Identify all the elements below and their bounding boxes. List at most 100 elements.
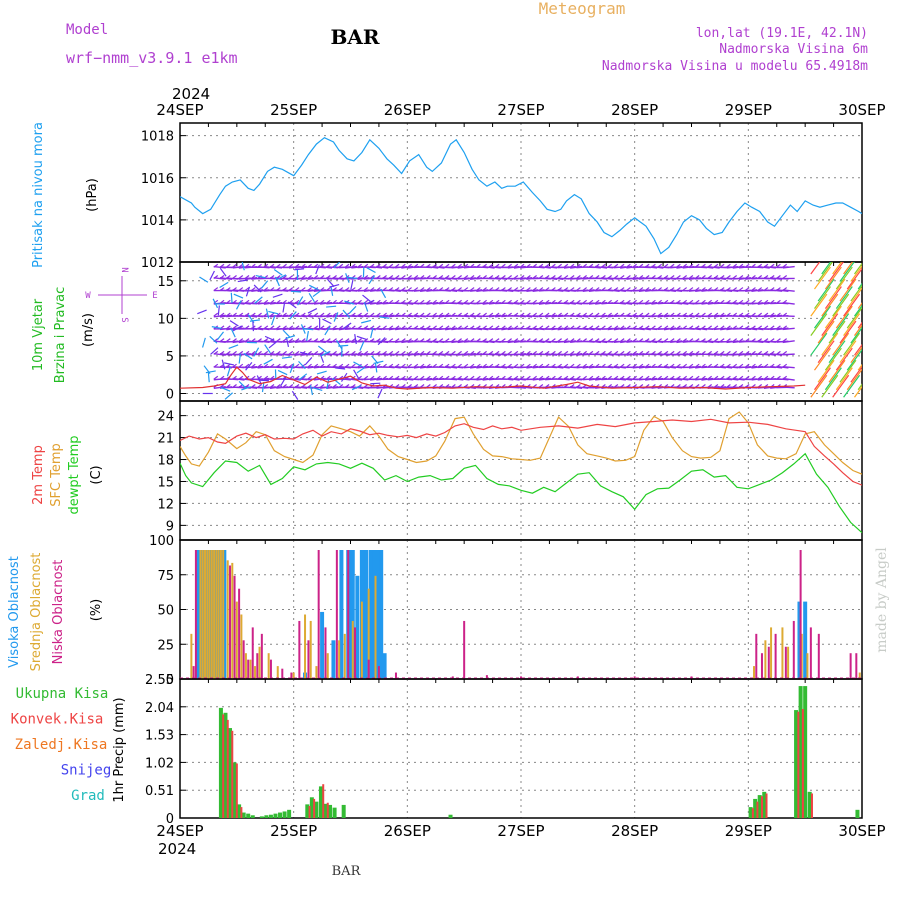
wind-arrow-variable <box>217 332 223 340</box>
low-cloud-bar <box>347 550 349 679</box>
precip-panel: 00.511.021.532.042.55 <box>145 673 862 827</box>
y-tick-label: 1.53 <box>145 729 174 744</box>
total-precip-bar <box>855 810 859 818</box>
total-precip-bar <box>342 805 346 818</box>
footer-station: BAR <box>332 864 362 879</box>
bottom-time-tick-label: 25SEP <box>270 822 317 840</box>
low-cloud-bar <box>755 634 757 679</box>
mid-cloud-bar <box>806 653 808 679</box>
precip-legend-label: Zaledj.Kisa <box>15 737 108 753</box>
mid-cloud-bar <box>753 666 755 679</box>
pressure-unit: (hPa) <box>85 178 100 212</box>
mid-cloud-bar <box>764 640 766 679</box>
precip-legend-label: Grad <box>71 788 105 804</box>
bottom-time-tick-label: 29SEP <box>725 822 772 840</box>
wind-arrow-variable <box>238 280 248 282</box>
lonlat-label: lon,lat (19.1E, 42.1N) <box>696 26 868 41</box>
low-cloud-bar <box>193 666 195 679</box>
wind-arrow-variable <box>197 310 206 314</box>
temp-unit: (C) <box>89 465 104 484</box>
y-tick-label: 1.02 <box>145 756 174 771</box>
pressure-ylabel: Pritisak na nivou mora <box>31 122 46 268</box>
low-cloud-bar <box>270 660 272 679</box>
cloud-ylabel-mid: Srednja Oblacnost <box>29 553 44 672</box>
wind-arrow-variable <box>274 270 282 276</box>
wind-arrows <box>197 252 874 400</box>
total-precip-bar <box>283 811 287 818</box>
cloud-ylabel-high: Visoka Oblacnost <box>7 556 22 668</box>
wind-arrow-variable <box>294 269 304 270</box>
wind-arrow-variable <box>259 380 269 381</box>
mid-cloud-bar <box>781 627 783 679</box>
mid-cloud-bar <box>277 666 279 679</box>
wind-arrow-variable <box>305 357 312 364</box>
conv-precip-bar <box>222 714 224 818</box>
conv-precip-bar <box>313 799 315 818</box>
conv-precip-bar <box>240 807 242 818</box>
low-cloud-bar <box>307 640 309 679</box>
wind-arrow-variable <box>349 306 356 313</box>
wind-arrow-variable <box>229 345 238 348</box>
wind-arrow-variable <box>338 345 348 346</box>
y-tick-label: 15 <box>157 475 174 490</box>
conv-precip-bar <box>756 802 758 818</box>
bottom-time-tick-label: 28SEP <box>611 822 658 840</box>
compass-rose: N S W E <box>85 267 157 322</box>
y-tick-label: 21 <box>157 432 174 447</box>
low-cloud-bar <box>243 640 245 679</box>
wind-arrow-head <box>214 313 218 316</box>
conv-precip-bar <box>322 784 324 818</box>
model-name: wrf−nmm_v3.9.1 e1km <box>66 49 238 67</box>
top-time-tick-label: 29SEP <box>725 101 772 119</box>
y-tick-label: 0.51 <box>145 784 174 799</box>
low-cloud-bar <box>229 565 231 679</box>
mid-cloud-bar <box>338 640 340 679</box>
high-cloud-bar <box>379 550 383 679</box>
y-tick-label: 0 <box>166 387 174 402</box>
total-precip-bar <box>269 815 273 818</box>
mid-cloud-bar <box>254 666 256 679</box>
top-time-tick-label: 26SEP <box>384 101 431 119</box>
wind-arrow-variable <box>360 341 364 350</box>
wind-arrow-variable <box>308 309 317 314</box>
bottom-time-tick-label: 27SEP <box>497 822 544 840</box>
compass-east: E <box>152 291 157 301</box>
wind-arrow-variable <box>231 293 232 303</box>
wind-arrow-variable <box>309 293 314 301</box>
wind-arrow-variable <box>220 268 226 276</box>
y-tick-label: 10 <box>157 312 174 327</box>
mid-cloud-bar <box>310 621 312 679</box>
conv-precip-bar <box>309 806 311 818</box>
high-cloud-bar <box>331 640 335 679</box>
wind-arrow-variable <box>361 320 371 322</box>
high-cloud-bar <box>383 653 387 679</box>
y-tick-label: 100 <box>149 534 174 549</box>
cloud-ylabel-low: Niska Oblacnost <box>51 560 66 665</box>
wind-arrow-variable <box>329 285 339 288</box>
model-elevation-label: Nadmorska Visina u modelu 65.4918m <box>602 59 868 74</box>
low-cloud-bar <box>818 634 820 679</box>
wind-arrow-variable <box>309 285 318 289</box>
panel-frame <box>180 401 862 540</box>
wind-arrow-variable <box>261 281 267 289</box>
temp-ylabel-dewpt: dewpt Temp <box>67 435 82 514</box>
bottom-time-tick-label: 30SEP <box>838 822 885 840</box>
bottom-year: 2024 <box>158 840 196 858</box>
mid-cloud-bar <box>361 602 363 679</box>
total-precip-bar <box>273 814 277 818</box>
conv-precip-bar <box>327 803 329 818</box>
mid-cloud-bar <box>375 576 377 679</box>
low-cloud-bar <box>761 653 763 679</box>
wind-arrow-variable <box>374 361 384 363</box>
temp-ylabel-2m: 2m Temp <box>31 445 46 505</box>
wind-arrow-variable <box>220 282 229 287</box>
y-tick-label: 12 <box>157 497 174 512</box>
low-cloud-bar <box>810 627 812 679</box>
mid-cloud-bar <box>770 627 772 679</box>
